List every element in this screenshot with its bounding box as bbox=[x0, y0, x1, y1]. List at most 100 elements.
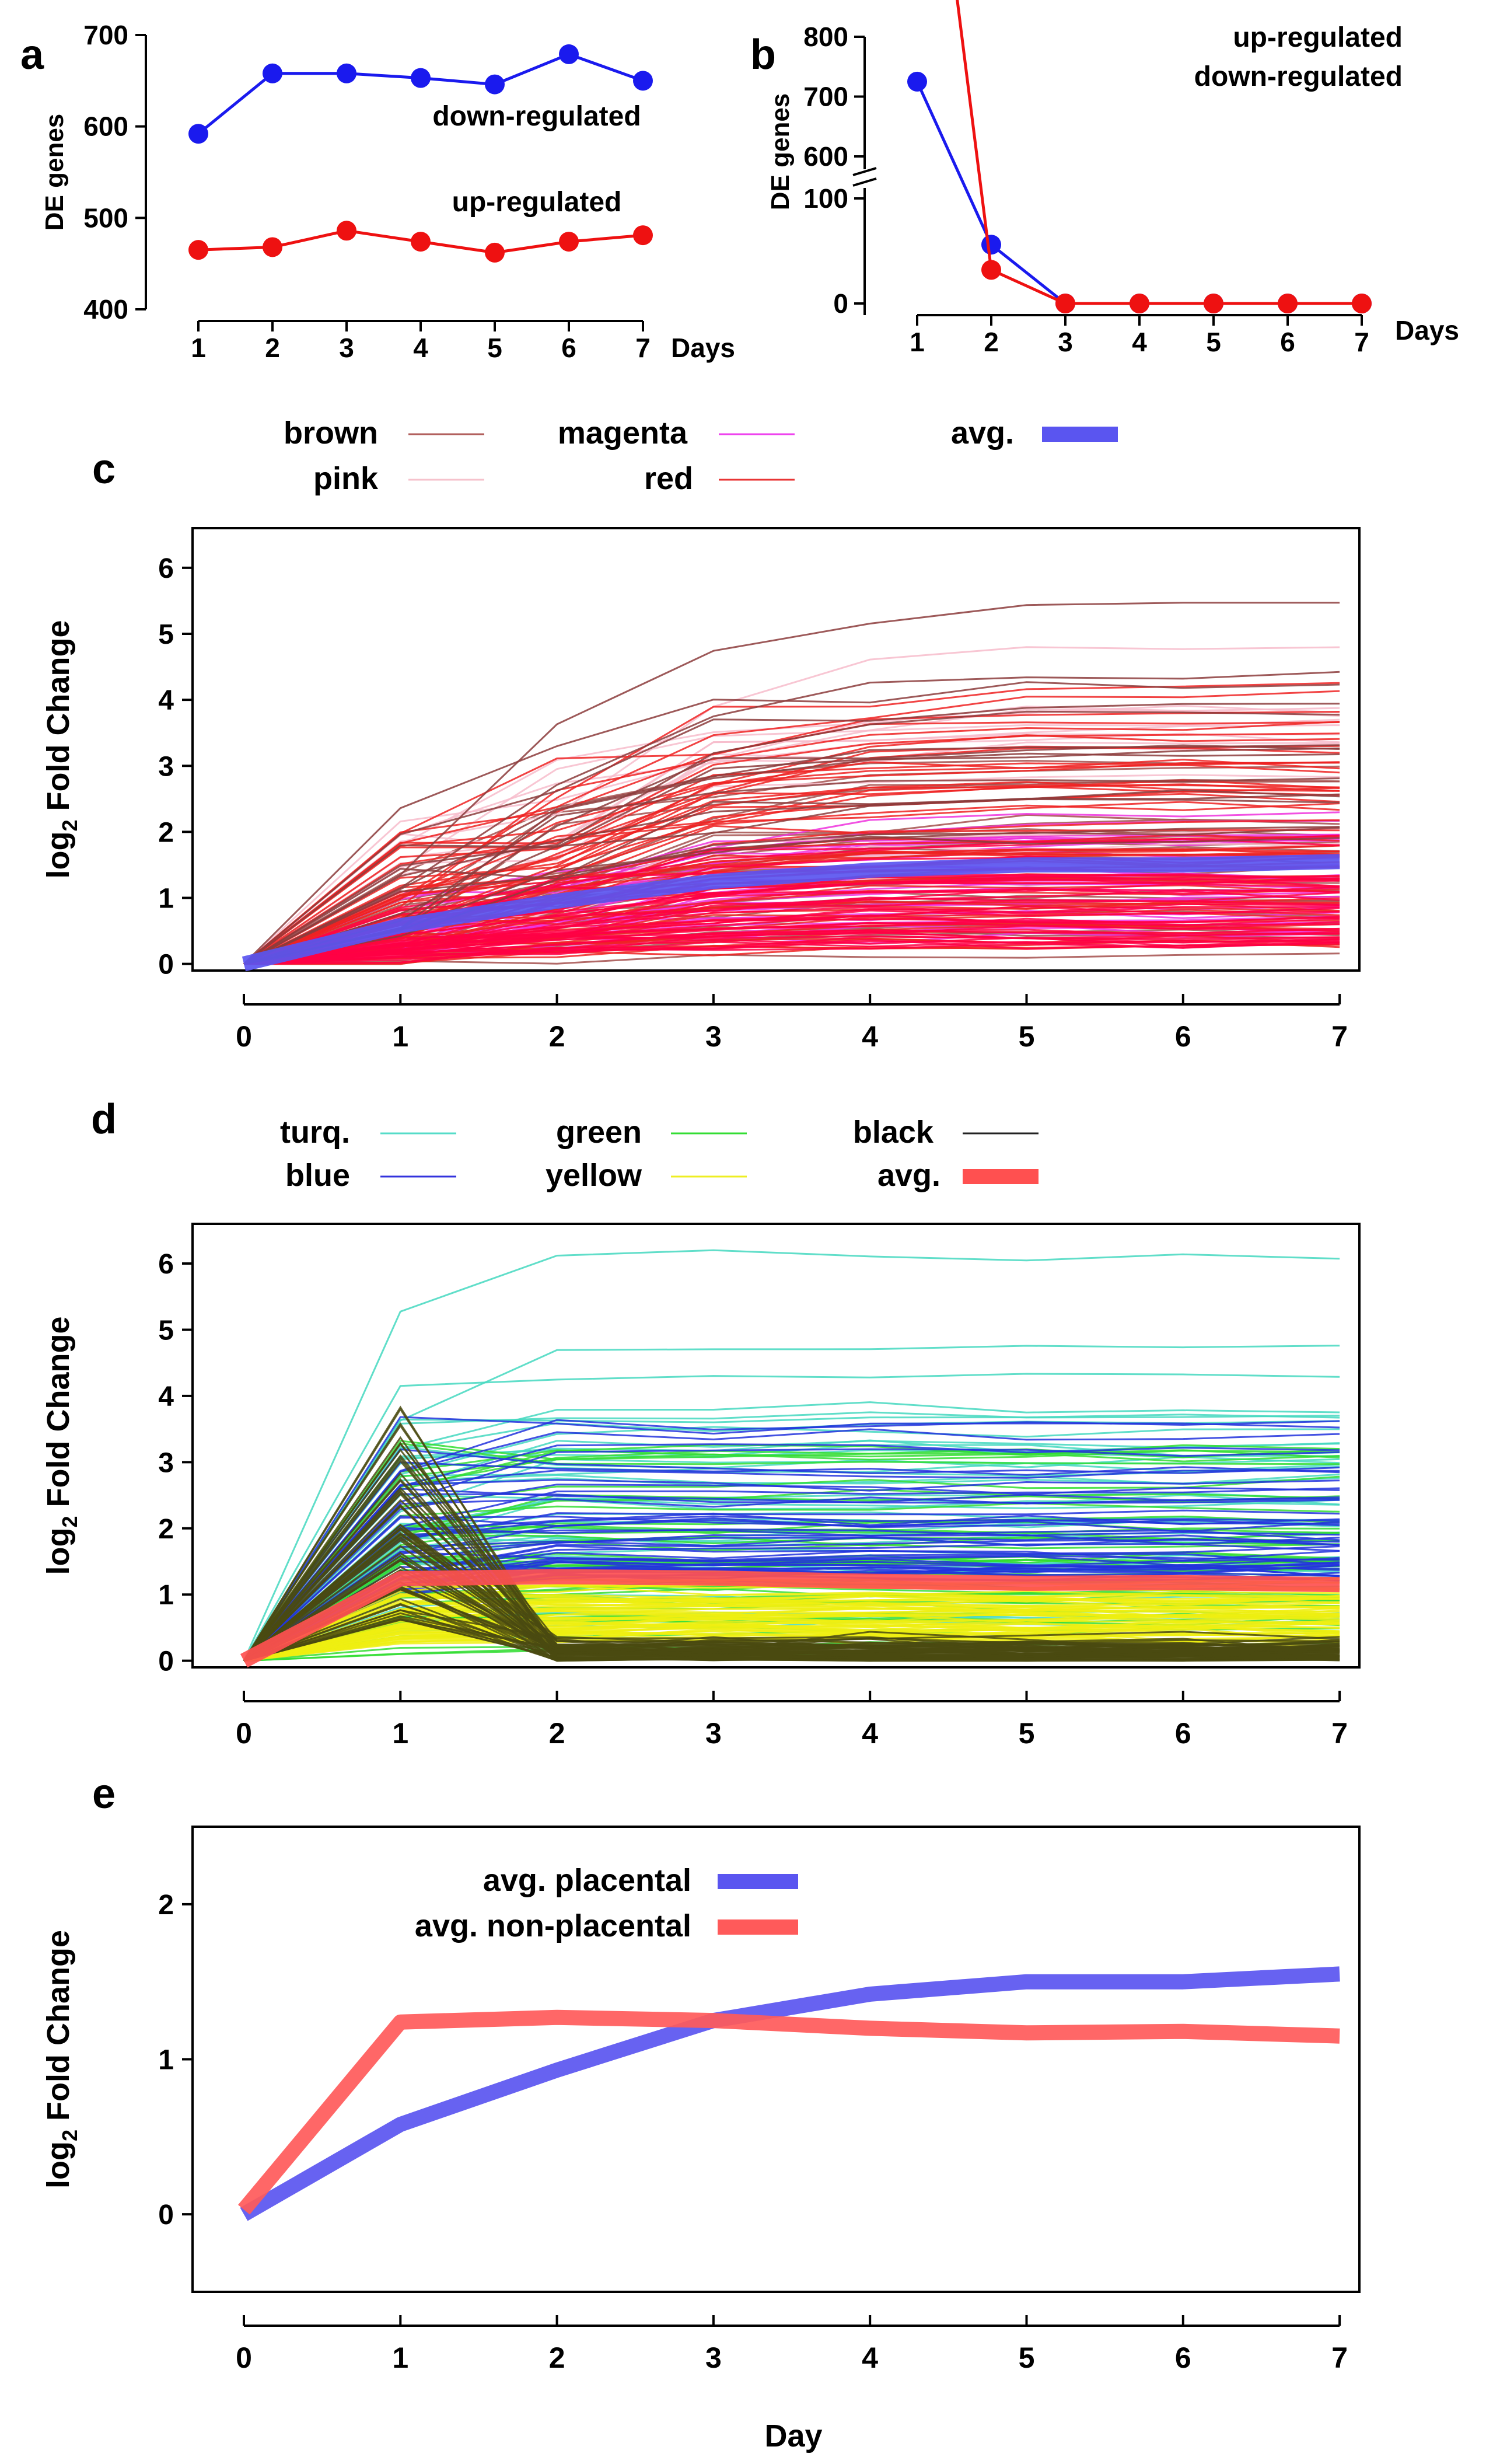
data-point-a bbox=[559, 44, 579, 64]
data-point-a bbox=[485, 242, 505, 263]
x-tick-label-c: 3 bbox=[705, 1020, 722, 1053]
gene-line-c bbox=[243, 879, 1340, 965]
gene-line-d bbox=[243, 1516, 1340, 1662]
data-point-b bbox=[981, 260, 1001, 280]
y-tick-label-a: 600 bbox=[83, 111, 128, 142]
x-tick-label-c: 1 bbox=[392, 1020, 408, 1053]
gene-line-d bbox=[243, 1479, 1340, 1662]
data-point-b bbox=[981, 235, 1001, 255]
data-point-a bbox=[559, 232, 579, 252]
gene-line-d bbox=[243, 1373, 1340, 1662]
y-axis-title-part: log bbox=[41, 832, 76, 879]
y-axis-title-sub: 2 bbox=[58, 819, 82, 831]
y-tick-label-a: 400 bbox=[83, 294, 128, 324]
x-tick-label-e: 7 bbox=[1331, 2341, 1348, 2374]
x-tick-label-e: 0 bbox=[236, 2341, 252, 2374]
gene-line-c bbox=[243, 602, 1340, 965]
panel-d: d turq. blue green yellow black avg. 0 1 2 3 4 5 6 0 1 2… bbox=[41, 1096, 1361, 1750]
gene-line-d bbox=[243, 1345, 1340, 1662]
x-tick-label-d: 1 bbox=[392, 1717, 408, 1750]
y-axis-title-sub: 2 bbox=[58, 1516, 82, 1527]
gene-line-d bbox=[243, 1615, 1340, 1662]
series-label-a: down-regulated bbox=[432, 101, 641, 132]
y-axis-title-part: log bbox=[41, 2141, 76, 2189]
legend-label-d: green bbox=[556, 1115, 642, 1150]
panel-label-a: a bbox=[20, 32, 44, 78]
legend-label-c: pink bbox=[313, 461, 379, 496]
x-tick-label-c: 6 bbox=[1175, 1020, 1191, 1053]
x-tick-label-a: 4 bbox=[413, 333, 428, 363]
gene-line-c bbox=[243, 941, 1340, 965]
gene-line-c bbox=[243, 732, 1340, 965]
y-tick-label-c: 4 bbox=[158, 685, 174, 716]
panel-label-b: b bbox=[750, 32, 776, 78]
y-tick-label-a: 700 bbox=[83, 20, 128, 50]
y-tick-label-c: 6 bbox=[158, 553, 174, 584]
y-tick-label-c: 1 bbox=[158, 884, 174, 915]
gene-line-c bbox=[243, 777, 1340, 965]
y-tick-label-b: 700 bbox=[803, 82, 848, 112]
y-tick-label-e: 0 bbox=[158, 2200, 174, 2231]
x-axis-title-e: Day bbox=[764, 2418, 822, 2453]
gene-line-d bbox=[243, 1585, 1340, 1662]
data-point-a bbox=[485, 74, 505, 95]
gene-line-d bbox=[243, 1543, 1340, 1662]
panel-b: b 0 100 600 700 800 1 2 3 4 5 6 7 Days DE genes up-regu… bbox=[750, 0, 1459, 357]
data-point-a bbox=[411, 68, 431, 88]
gene-line-c bbox=[243, 718, 1340, 965]
gene-line-c bbox=[243, 935, 1340, 965]
y-tick-label-d: 2 bbox=[158, 1514, 174, 1545]
gene-line-d bbox=[243, 1529, 1340, 1662]
y-tick-label-b: 0 bbox=[833, 288, 848, 319]
x-tick-label-e: 5 bbox=[1019, 2341, 1035, 2374]
gene-line-c bbox=[243, 711, 1340, 965]
y-axis-title-b: DE genes bbox=[766, 93, 795, 211]
x-tick-label-b: 1 bbox=[910, 327, 925, 357]
data-point-a bbox=[411, 232, 431, 252]
gene-line-d bbox=[243, 1558, 1340, 1662]
x-axis-title-b: Days bbox=[1395, 315, 1459, 345]
x-tick-label-d: 7 bbox=[1331, 1717, 1348, 1750]
x-tick-label-c: 4 bbox=[862, 1020, 878, 1053]
panel-c: c brown pink magenta red avg. 0 1 2 3 4 5 6 0 1 2 3 4 5 6 7 l… bbox=[41, 416, 1361, 1053]
x-axis-title-a: Days bbox=[671, 333, 735, 363]
legend-label-e: avg. placental bbox=[483, 1863, 691, 1898]
data-point-a bbox=[263, 63, 282, 83]
gene-line-c bbox=[243, 931, 1340, 965]
gene-line-c bbox=[243, 793, 1340, 965]
x-tick-label-b: 4 bbox=[1132, 327, 1147, 357]
series-line-e bbox=[238, 2009, 1340, 2215]
x-tick-label-c: 0 bbox=[236, 1020, 252, 1053]
y-axis-title-sub: 2 bbox=[58, 2130, 82, 2141]
gene-line-d bbox=[243, 1443, 1340, 1662]
gene-line-c bbox=[243, 927, 1340, 965]
series-label-b: down-regulated bbox=[1194, 61, 1403, 92]
legend-label-c: avg. bbox=[951, 416, 1014, 451]
x-tick-label-a: 2 bbox=[265, 333, 280, 363]
data-point-b bbox=[1055, 294, 1075, 313]
y-axis-title-d: log2 Fold Change bbox=[41, 1317, 82, 1575]
gene-line-c bbox=[243, 850, 1340, 965]
x-tick-label-b: 6 bbox=[1280, 327, 1295, 357]
panel-a: a 400 500 600 700 1 2 3 4 5 6 7 Days DE genes down-reg… bbox=[20, 20, 735, 363]
gene-lines-d bbox=[243, 1249, 1340, 1662]
y-tick-label-c: 2 bbox=[158, 817, 174, 848]
gene-line-d bbox=[243, 1619, 1340, 1662]
legend-label-c: red bbox=[644, 461, 693, 496]
gene-line-c bbox=[243, 901, 1340, 965]
x-tick-label-a: 5 bbox=[487, 333, 502, 363]
gene-line-c bbox=[243, 690, 1340, 965]
data-point-b bbox=[1278, 294, 1298, 313]
x-tick-label-c: 5 bbox=[1019, 1020, 1035, 1053]
gene-line-c bbox=[243, 721, 1340, 965]
x-tick-label-e: 3 bbox=[705, 2341, 722, 2374]
legend-label-d: avg. bbox=[877, 1158, 940, 1193]
x-tick-label-b: 5 bbox=[1206, 327, 1221, 357]
x-tick-label-a: 6 bbox=[561, 333, 576, 363]
y-tick-label-d: 6 bbox=[158, 1249, 174, 1280]
gene-line-d bbox=[243, 1411, 1340, 1662]
data-point-a bbox=[337, 221, 356, 241]
y-tick-label-b: 600 bbox=[803, 141, 848, 172]
gene-line-c bbox=[243, 681, 1340, 965]
y-tick-label-d: 0 bbox=[158, 1646, 174, 1677]
